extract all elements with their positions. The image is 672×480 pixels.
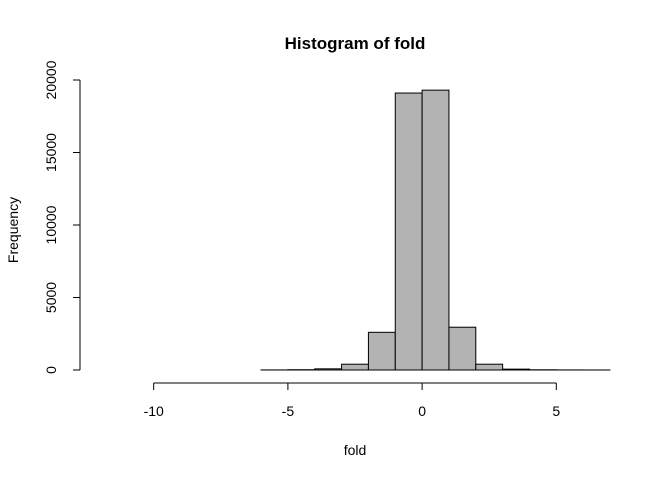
y-axis-label: Frequency (5, 197, 21, 263)
y-tick-label: 15000 (43, 133, 59, 172)
histogram-bar (502, 368, 530, 371)
y-tick-label: 5000 (43, 282, 59, 313)
y-tick-label: 10000 (43, 205, 59, 244)
histogram-bar (475, 363, 504, 371)
x-axis-label: fold (344, 442, 367, 458)
bars-group (260, 89, 611, 371)
x-tick-label: -5 (282, 403, 295, 419)
histogram-bar (448, 326, 477, 371)
histogram-bar (341, 363, 369, 371)
histogram-bar (394, 92, 423, 371)
y-tick-label: 0 (43, 366, 59, 374)
y-axis: 0 5000 10000 15000 20000 (43, 60, 81, 374)
x-axis: -10 -5 0 5 (144, 382, 560, 419)
histogram-bar (314, 368, 343, 371)
x-tick-label: 5 (552, 403, 560, 419)
y-tick-label: 20000 (43, 60, 59, 99)
x-tick-label: -10 (144, 403, 164, 419)
histogram-bar (421, 89, 450, 371)
histogram-bar (367, 331, 396, 371)
chart-title: Histogram of fold (285, 34, 426, 53)
x-tick-label: 0 (418, 403, 426, 419)
